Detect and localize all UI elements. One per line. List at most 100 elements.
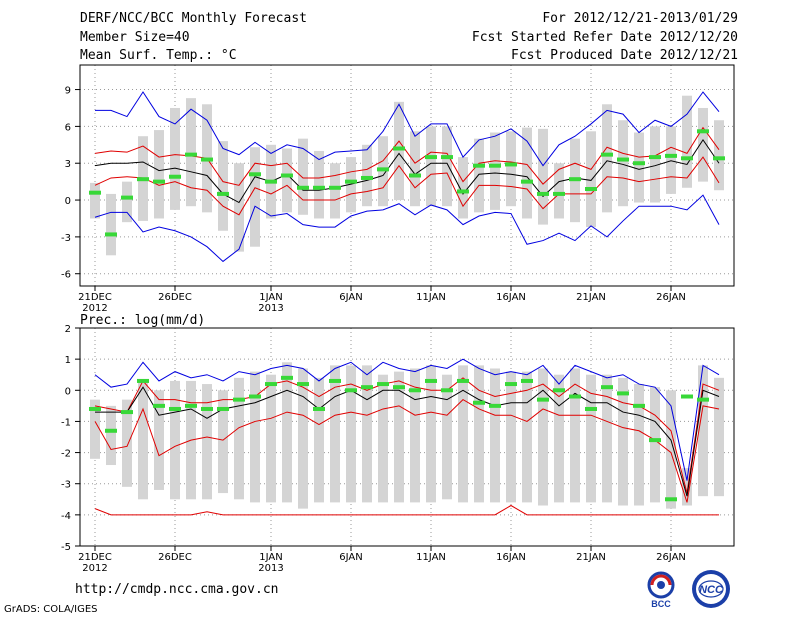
- prec-xtick-year: 2012: [82, 563, 107, 574]
- temp-box: [490, 132, 500, 210]
- forecast-produced-date: Fcst Produced Date 2012/12/21: [511, 48, 738, 63]
- prec-observation-marker: [281, 375, 293, 380]
- prec-observation-marker: [457, 378, 469, 383]
- temp-observation-marker: [569, 177, 581, 182]
- prec-ytick-label: -2: [61, 449, 71, 460]
- prec-observation-marker: [633, 403, 645, 408]
- temp-ytick-label: -6: [61, 270, 71, 281]
- temp-box: [410, 131, 420, 207]
- prec-observation-marker: [505, 382, 517, 387]
- prec-box: [346, 365, 356, 503]
- prec-xtick-label: 16JAN: [496, 552, 526, 563]
- prec-ytick-label: -4: [61, 511, 71, 522]
- temp-xtick-label: 26JAN: [656, 292, 686, 303]
- prec-box: [442, 374, 452, 500]
- temp-xtick-label: 21DEC: [78, 292, 112, 303]
- prec-box: [522, 371, 532, 503]
- temp-ytick-label: -3: [61, 233, 71, 244]
- prec-xtick-label: 26DEC: [158, 552, 192, 563]
- prec-xtick-year: 2013: [258, 563, 283, 574]
- prec-xtick-label: 21DEC: [78, 552, 112, 563]
- prec-observation-marker: [537, 397, 549, 402]
- footer-url[interactable]: http://cmdp.ncc.cma.gov.cn: [75, 582, 279, 597]
- prec-observation-marker: [569, 394, 581, 399]
- prec-ytick-label: -1: [61, 417, 71, 428]
- temp-box: [634, 132, 644, 203]
- temp-box: [554, 163, 564, 219]
- prec-observation-marker: [393, 385, 405, 390]
- prec-box: [266, 374, 276, 503]
- forecast-started-date: Fcst Started Refer Date 2012/12/20: [471, 30, 738, 45]
- prec-observation-marker: [121, 410, 133, 415]
- prec-box: [474, 365, 484, 503]
- prec-box: [90, 399, 100, 459]
- temp-xtick-year: 2013: [258, 303, 283, 314]
- prec-xtick-label: 11JAN: [416, 552, 446, 563]
- temp-observation-marker: [681, 156, 693, 161]
- temp-box: [346, 157, 356, 213]
- temp-box: [602, 104, 612, 213]
- prec-box: [314, 377, 324, 503]
- prec-observation-marker: [345, 388, 357, 393]
- temp-frame: [79, 64, 735, 287]
- temp-box: [154, 130, 164, 219]
- prec-observation-marker: [297, 382, 309, 387]
- temp-ytick-label: 3: [65, 159, 71, 170]
- prec-observation-marker: [329, 378, 341, 383]
- chart-title: DERF/NCC/BCC Monthly Forecast: [80, 11, 307, 26]
- temp-observation-marker: [249, 172, 261, 177]
- prec-upper-line: [94, 377, 720, 494]
- temp-observation-marker: [313, 185, 325, 190]
- prec-box: [698, 365, 708, 497]
- temp-xtick-label: 21JAN: [576, 292, 606, 303]
- prec-observation-marker: [249, 394, 261, 399]
- temp-box: [122, 181, 132, 223]
- temp-observation-marker: [665, 153, 677, 158]
- prec-observation-marker: [521, 378, 533, 383]
- prec-box: [106, 405, 116, 466]
- temp-box: [330, 163, 340, 219]
- prec-box: [410, 368, 420, 503]
- prec-box: [506, 371, 516, 503]
- prec-observation-marker: [377, 382, 389, 387]
- temp-box: [666, 126, 676, 194]
- temp-observation-marker: [217, 191, 229, 196]
- temp-observation-marker: [281, 173, 293, 178]
- temp-box: [426, 126, 436, 207]
- prec-box: [570, 368, 580, 503]
- svg-text:NCC: NCC: [699, 584, 724, 596]
- prec-xtick-label: 21JAN: [576, 552, 606, 563]
- prec-box: [682, 468, 692, 506]
- temp-box: [650, 126, 660, 203]
- prec-box: [170, 380, 180, 500]
- prec-observation-marker: [441, 388, 453, 393]
- temp-box: [458, 157, 468, 219]
- prec-box: [602, 374, 612, 503]
- prec-ytick-label: 2: [65, 324, 71, 335]
- prec-observation-marker: [553, 388, 565, 393]
- temp-observation-marker: [441, 155, 453, 160]
- temp-observation-marker: [89, 190, 101, 195]
- temp-observation-marker: [425, 155, 437, 160]
- prec-observation-marker: [665, 497, 677, 502]
- svg-text:BCC: BCC: [651, 599, 671, 609]
- temp-max-line: [95, 91, 720, 167]
- temp-xtick-label: 11JAN: [416, 292, 446, 303]
- temp-observation-marker: [713, 156, 725, 161]
- temp-observation-marker: [393, 146, 405, 151]
- temp-median-line: [94, 138, 720, 204]
- temp-observation-marker: [153, 179, 165, 184]
- grads-credit: GrADS: COLA/IGES: [4, 604, 98, 615]
- prec-observation-marker: [601, 385, 613, 390]
- prec-observation-marker: [361, 385, 373, 390]
- temp-box: [586, 131, 596, 228]
- temp-observation-marker: [377, 167, 389, 172]
- prec-median-line: [95, 386, 720, 497]
- temp-observation-marker: [169, 174, 181, 179]
- prec-observation-marker: [473, 400, 485, 405]
- prec-box: [458, 365, 468, 503]
- prec-observation-marker: [617, 391, 629, 396]
- prec-box: [362, 365, 372, 503]
- temp-observation-marker: [617, 157, 629, 162]
